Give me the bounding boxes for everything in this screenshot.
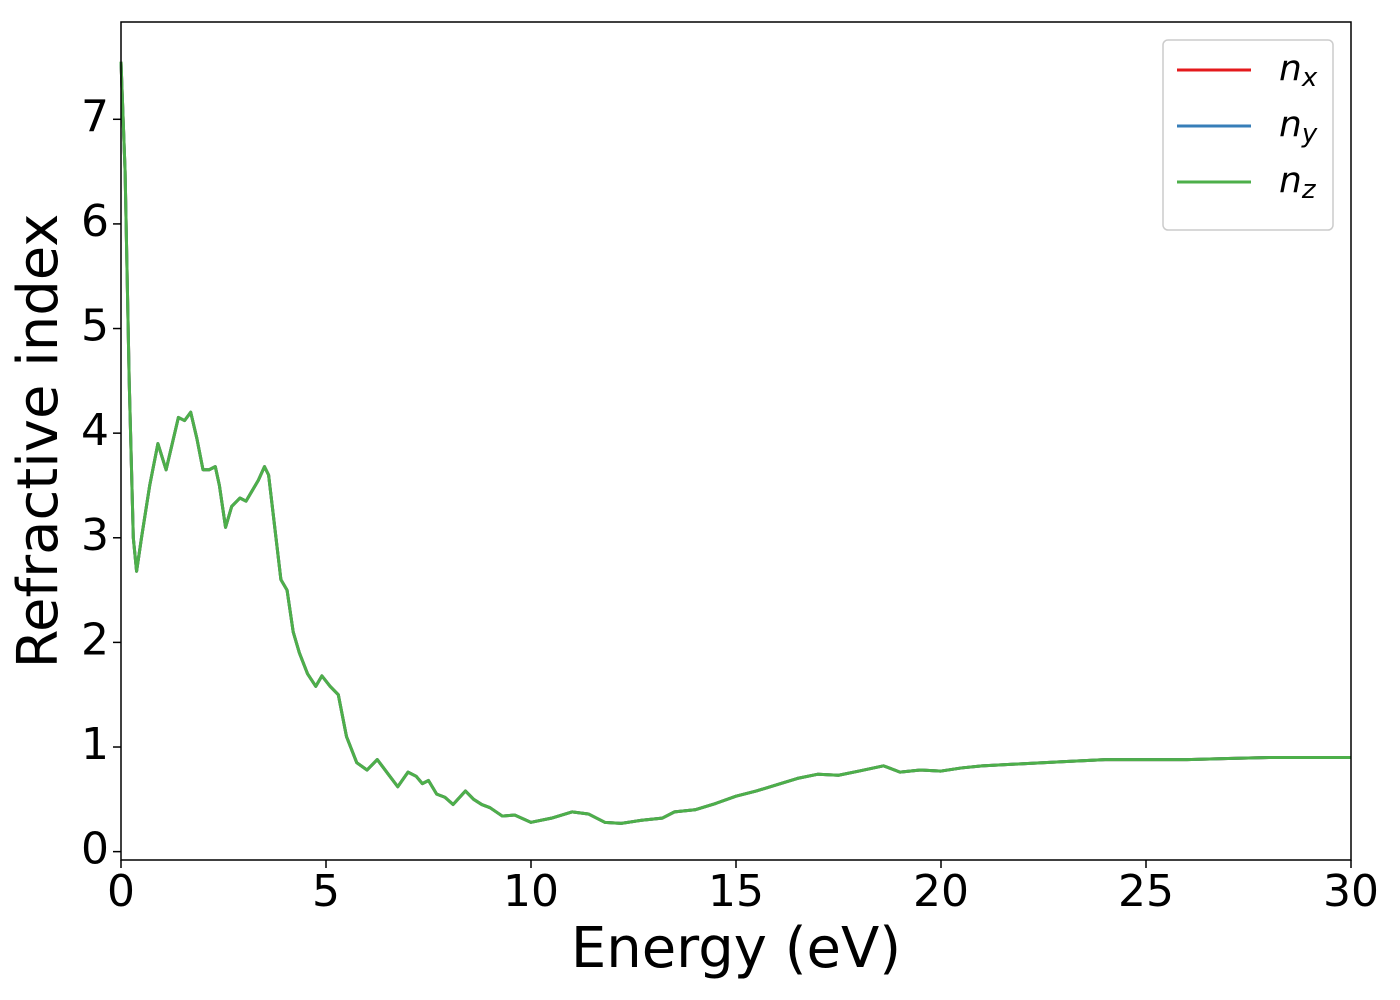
legend-label: nx: [1279, 48, 1318, 93]
y-tick-label: 4: [81, 405, 109, 456]
legend-label: ny: [1279, 104, 1318, 149]
y-tick-label: 3: [81, 510, 109, 561]
x-tick-label: 25: [1118, 866, 1174, 917]
y-tick-label: 5: [81, 301, 109, 352]
y-tick-label: 6: [81, 196, 109, 247]
y-tick-label: 2: [81, 614, 109, 665]
legend: nx ny nz: [1162, 39, 1334, 231]
y-tick-label: 7: [81, 91, 109, 142]
y-tick-label: 0: [81, 824, 109, 875]
x-tick-label: 30: [1323, 866, 1379, 917]
x-tick-label: 15: [708, 866, 764, 917]
x-tick-label: 10: [503, 866, 559, 917]
x-axis-label: Energy (eV): [571, 916, 901, 981]
x-tick-label: 0: [107, 866, 135, 917]
x-tick-label: 20: [913, 866, 969, 917]
y-tick-label: 1: [81, 719, 109, 770]
y-axis-label: Refractive index: [6, 214, 71, 669]
legend-label: nz: [1279, 160, 1317, 205]
series-line: [119, 61, 1351, 825]
x-tick-label: 5: [312, 866, 340, 917]
plot-frame: [120, 21, 1352, 861]
